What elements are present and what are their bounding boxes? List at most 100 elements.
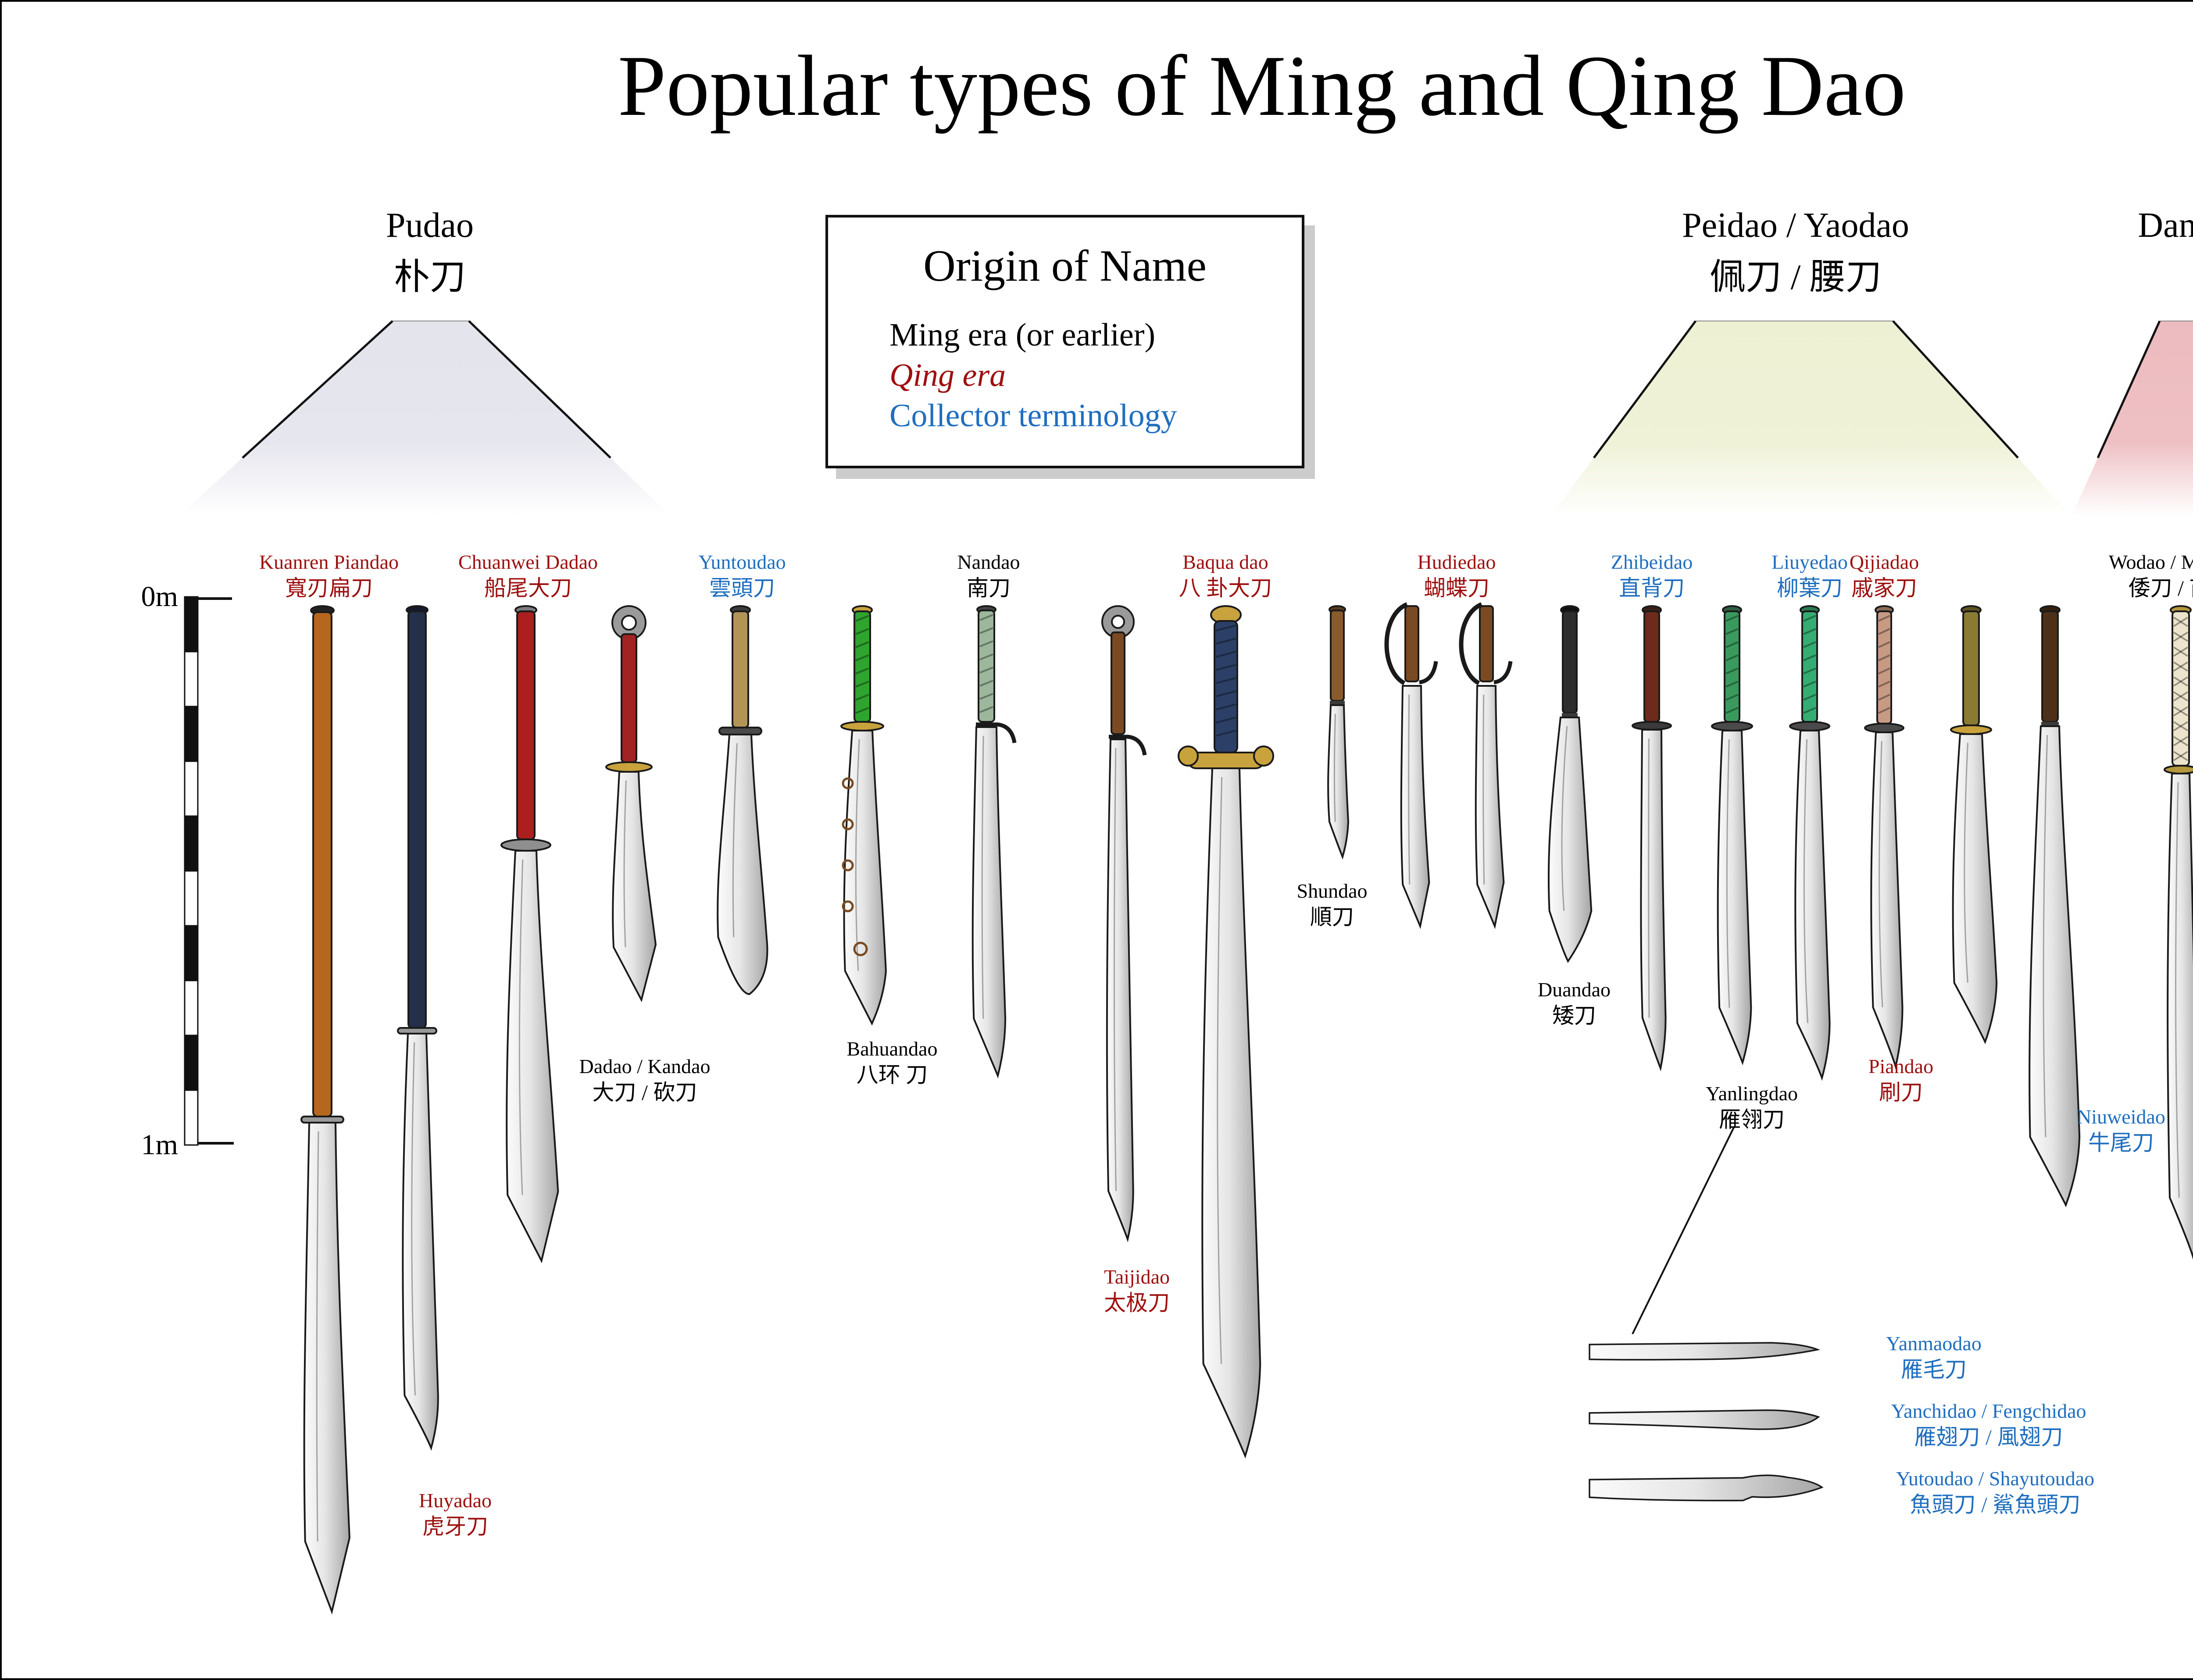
- sword-nandao: [971, 605, 1017, 1079]
- label-shundao: Shundao 順刀: [1297, 879, 1368, 931]
- sword-yanlingdao: [1711, 605, 1753, 1066]
- sword-wodao-miaodao: [2164, 605, 2193, 1260]
- label-shundao-zh: 順刀: [1310, 905, 1354, 929]
- label-yutoudao-en: Yutoudao / Shayutoudao: [1896, 1467, 2095, 1490]
- sword-yuntoudao: [717, 605, 768, 995]
- label-hudiedao-en: Hudiedao: [1417, 551, 1496, 573]
- label-yanmaodao-en: Yanmaodao: [1886, 1332, 1982, 1355]
- label-yutoudao-zh: 魚頭刀 / 鯊魚頭刀: [1910, 1492, 2081, 1517]
- label-qijiadao-en: Qijiadao: [1849, 551, 1919, 573]
- label-kuanren-piandao: Kuanren Piandao 寬刃扁刀: [259, 550, 399, 602]
- label-zhibeidao-zh: 直背刀: [1619, 576, 1685, 600]
- sword-piandao: [1950, 605, 1998, 1045]
- sword-taijidao: [1101, 605, 1147, 1243]
- group-pudao-name: Pudao: [386, 206, 474, 245]
- label-chuanwei-dadao-zh: 船尾大刀: [484, 576, 572, 600]
- label-qijiadao-zh: 戚家刀: [1851, 576, 1917, 600]
- sword-huyadao: [397, 605, 439, 1451]
- scale-0m-label: 0m: [141, 581, 178, 613]
- label-baqua-dao-en: Baqua dao: [1182, 551, 1268, 573]
- label-liuyedao-en: Liuyedao: [1772, 551, 1848, 573]
- label-dadao-kandao-en: Dadao / Kandao: [579, 1055, 711, 1077]
- label-taijidao-zh: 太极刀: [1104, 1291, 1170, 1315]
- label-piandao: Piandao 刷刀: [1868, 1054, 1933, 1106]
- sword-shundao: [1327, 605, 1350, 860]
- label-hudiedao: Hudiedao 蝴蝶刀: [1418, 550, 1496, 602]
- label-dadao-kandao-zh: 大刀 / 砍刀: [592, 1080, 697, 1105]
- label-liuyedao-zh: 柳葉刀: [1777, 576, 1843, 600]
- page-title: Popular types of Ming and Qing Dao: [618, 38, 1906, 134]
- sword-hudiedao: [1459, 602, 1513, 929]
- label-yanchidao-zh: 雁翅刀 / 風翅刀: [1914, 1425, 2063, 1449]
- meter-scale-ruler: [184, 596, 234, 1146]
- group-shape-peidao: [1550, 320, 2071, 516]
- label-taijidao: Taijidao 太极刀: [1104, 1265, 1170, 1316]
- label-kuanren-piandao-zh: 寬刃扁刀: [285, 576, 373, 600]
- group-pudao-zh: 朴刀: [393, 257, 466, 297]
- legend-item-ming: Ming era (or earlier): [889, 317, 1156, 353]
- group-dandao-zh: 單刀 / 長刀: [2138, 256, 2193, 298]
- label-kuanren-piandao-en: Kuanren Piandao: [259, 551, 399, 573]
- sword-dadao-kandao: [605, 605, 657, 1002]
- label-wodao-miaodao: Wodao / Miaodao 倭刀 / 苗刀: [2109, 550, 2193, 602]
- blade-profile-yutoudao: [1589, 1474, 1824, 1502]
- label-zhibeidao: Zhibeidao 直背刀: [1611, 550, 1693, 602]
- legend-title: Origin of Name: [923, 241, 1207, 291]
- label-bahuandao: Bahuandao 八环 刀: [847, 1037, 938, 1088]
- label-yanlingdao-en: Yanlingdao: [1705, 1082, 1798, 1105]
- legend-item-collector: Collector terminology: [889, 398, 1177, 434]
- label-chuanwei-dadao-en: Chuanwei Dadao: [458, 551, 598, 573]
- label-huyadao-en: Huyadao: [418, 1489, 492, 1512]
- label-bahuandao-zh: 八环 刀: [856, 1063, 928, 1087]
- label-qijiadao: Qijiadao 戚家刀: [1850, 550, 1919, 602]
- sword-baqua-dao: [1178, 605, 1274, 1459]
- label-duandao-en: Duandao: [1537, 978, 1611, 1001]
- label-dadao-kandao: Dadao / Kandao 大刀 / 砍刀: [579, 1054, 711, 1106]
- label-piandao-en: Piandao: [1868, 1055, 1934, 1077]
- label-bahuandao-en: Bahuandao: [846, 1038, 938, 1060]
- group-header-peidao-yaodao: Peidao / Yaodao 佩刀 / 腰刀: [1682, 204, 1909, 298]
- sword-niuweidao: [2029, 605, 2081, 1208]
- label-yanchidao-en: Yanchidao / Fengchidao: [1891, 1400, 2086, 1422]
- group-peidao-zh: 佩刀 / 腰刀: [1710, 257, 1882, 297]
- sword-kuanren-piandao: [300, 605, 350, 1615]
- label-huyadao: Huyadao 虎牙刀: [419, 1488, 492, 1540]
- label-yutoudao: Yutoudao / Shayutoudao 魚頭刀 / 鯊魚頭刀: [1896, 1466, 2094, 1518]
- label-yanchidao: Yanchidao / Fengchidao 雁翅刀 / 風翅刀: [1891, 1399, 2086, 1451]
- blade-profile-yanchidao: [1589, 1409, 1820, 1430]
- sword-qijiadao: [1864, 605, 1904, 1070]
- label-yanlingdao-zh: 雁翎刀: [1718, 1107, 1785, 1132]
- label-yanlingdao: Yanlingdao 雁翎刀: [1706, 1081, 1798, 1133]
- yanlingdao-connector-line: [1632, 1126, 1735, 1334]
- label-piandao-zh: 刷刀: [1879, 1080, 1923, 1105]
- label-hudiedao-zh: 蝴蝶刀: [1424, 576, 1489, 600]
- sword-duandao: [1547, 605, 1593, 963]
- label-nandao: Nandao 南刀: [957, 550, 1020, 602]
- label-shundao-en: Shundao: [1297, 880, 1368, 902]
- label-zhibeidao-en: Zhibeidao: [1611, 551, 1693, 573]
- group-shape-pudao: [179, 320, 671, 516]
- sword-hudiedao: [1384, 602, 1438, 929]
- label-duandao: Duandao 矮刀: [1538, 977, 1611, 1029]
- sword-bahuandao: [840, 605, 887, 1026]
- label-wodao-miaodao-zh: 倭刀 / 苗刀: [2128, 576, 2193, 600]
- label-nandao-zh: 南刀: [967, 576, 1011, 600]
- group-dandao-name: Dandao / Changdao: [2138, 206, 2193, 245]
- label-baqua-dao: Baqua dao 八 卦大刀: [1179, 550, 1272, 602]
- label-yanmaodao-zh: 雁毛刀: [1901, 1357, 1967, 1382]
- label-yuntoudao-en: Yuntoudao: [698, 551, 786, 573]
- label-duandao-zh: 矮刀: [1552, 1003, 1596, 1028]
- label-chuanwei-dadao: Chuanwei Dadao 船尾大刀: [458, 550, 598, 602]
- label-yuntoudao: Yuntoudao 雲頭刀: [698, 550, 786, 602]
- group-shape-dandao: [2072, 320, 2193, 516]
- group-header-pudao: Pudao 朴刀: [386, 204, 474, 298]
- sword-liuyedao: [1789, 605, 1831, 1081]
- group-peidao-name: Peidao / Yaodao: [1682, 206, 1909, 245]
- sword-zhibeidao: [1632, 605, 1672, 1072]
- label-nandao-en: Nandao: [957, 551, 1020, 573]
- label-yuntoudao-zh: 雲頭刀: [709, 576, 775, 600]
- label-niuweidao: Niuweidao 牛尾刀: [2077, 1105, 2165, 1156]
